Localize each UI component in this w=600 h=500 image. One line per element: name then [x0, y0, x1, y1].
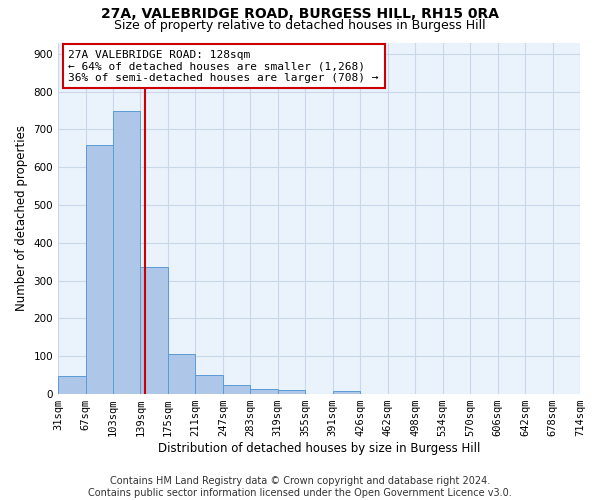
- Bar: [86, 144, 113, 394]
- Bar: [58, 376, 86, 394]
- Bar: [113, 110, 140, 394]
- X-axis label: Distribution of detached houses by size in Burgess Hill: Distribution of detached houses by size …: [158, 442, 480, 455]
- Text: Size of property relative to detached houses in Burgess Hill: Size of property relative to detached ho…: [114, 18, 486, 32]
- Bar: [140, 268, 168, 394]
- Y-axis label: Number of detached properties: Number of detached properties: [15, 126, 28, 312]
- Text: 27A VALEBRIDGE ROAD: 128sqm
← 64% of detached houses are smaller (1,268)
36% of : 27A VALEBRIDGE ROAD: 128sqm ← 64% of det…: [68, 50, 379, 82]
- Bar: [223, 385, 250, 394]
- Bar: [196, 375, 223, 394]
- Bar: [250, 389, 278, 394]
- Bar: [278, 390, 305, 394]
- Text: Contains HM Land Registry data © Crown copyright and database right 2024.
Contai: Contains HM Land Registry data © Crown c…: [88, 476, 512, 498]
- Text: 27A, VALEBRIDGE ROAD, BURGESS HILL, RH15 0RA: 27A, VALEBRIDGE ROAD, BURGESS HILL, RH15…: [101, 8, 499, 22]
- Bar: [333, 391, 360, 394]
- Bar: [168, 354, 196, 394]
